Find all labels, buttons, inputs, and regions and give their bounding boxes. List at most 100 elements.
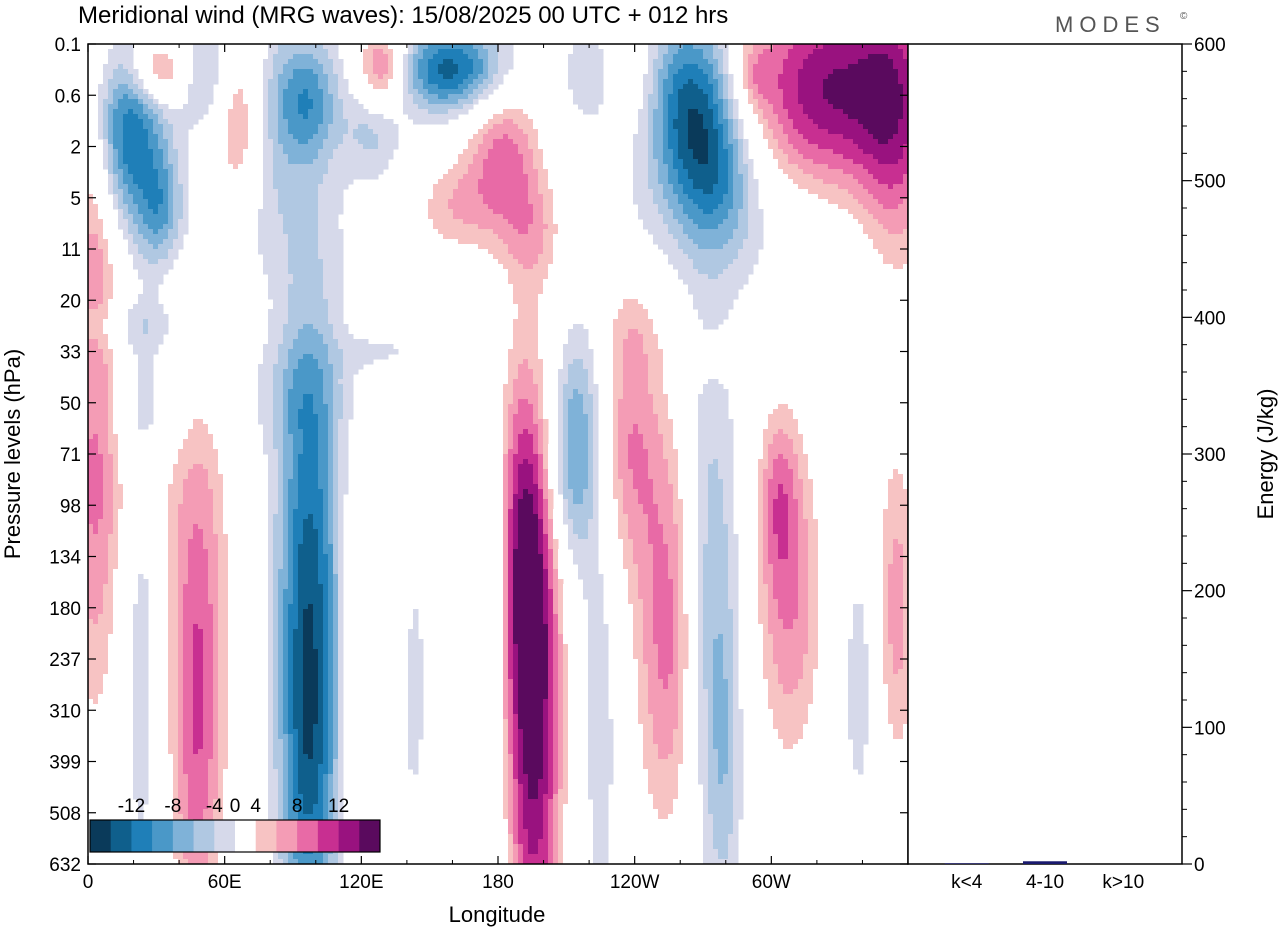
contour-cell bbox=[863, 74, 869, 80]
contour-cell bbox=[903, 209, 909, 215]
contour-cell bbox=[348, 134, 354, 140]
contour-cell bbox=[843, 149, 849, 155]
contour-cell bbox=[303, 164, 309, 170]
contour-cell bbox=[128, 179, 134, 185]
contour-cell bbox=[453, 104, 459, 110]
contour-cell bbox=[573, 44, 579, 50]
contour-cell bbox=[308, 114, 314, 120]
contour-cell bbox=[858, 204, 864, 210]
contour-cell bbox=[173, 114, 179, 120]
contour-cell bbox=[783, 129, 789, 135]
contour-cell bbox=[813, 104, 819, 110]
contour-cell bbox=[718, 224, 724, 230]
contour-cell bbox=[693, 159, 699, 165]
contour-cell bbox=[663, 194, 669, 200]
contour-cell bbox=[508, 59, 514, 65]
contour-cell bbox=[863, 244, 869, 250]
contour-cell bbox=[873, 64, 879, 70]
contour-cell bbox=[88, 174, 94, 180]
contour-cell bbox=[303, 94, 309, 100]
contour-cell bbox=[888, 154, 894, 160]
contour-cell bbox=[693, 194, 699, 200]
contour-cell bbox=[878, 139, 884, 145]
contour-cell bbox=[653, 234, 659, 240]
contour-cell bbox=[543, 184, 549, 190]
contour-cell bbox=[268, 249, 274, 255]
contour-cell bbox=[173, 154, 179, 160]
contour-cell bbox=[728, 129, 734, 135]
contour-cell bbox=[693, 114, 699, 120]
contour-cell bbox=[793, 124, 799, 130]
contour-cell bbox=[298, 89, 304, 95]
contour-cell bbox=[553, 204, 559, 210]
contour-cell bbox=[853, 64, 859, 70]
contour-cell bbox=[448, 234, 454, 240]
contour-cell bbox=[893, 149, 899, 155]
contour-cell bbox=[393, 134, 399, 140]
contour-cell bbox=[98, 219, 104, 225]
contour-cell bbox=[543, 214, 549, 220]
contour-cell bbox=[743, 244, 749, 250]
contour-cell bbox=[463, 194, 469, 200]
contour-cell bbox=[133, 229, 139, 235]
contour-cell bbox=[858, 234, 864, 240]
contour-cell bbox=[128, 59, 134, 65]
contour-cell bbox=[93, 229, 99, 235]
contour-cell bbox=[663, 124, 669, 130]
contour-cell bbox=[663, 204, 669, 210]
contour-cell bbox=[543, 144, 549, 150]
contour-cell bbox=[268, 254, 274, 260]
contour-cell bbox=[128, 194, 134, 200]
contour-cell bbox=[658, 159, 664, 165]
contour-cell bbox=[828, 214, 834, 220]
contour-cell bbox=[293, 229, 299, 235]
contour-cell bbox=[353, 164, 359, 170]
contour-cell bbox=[803, 204, 809, 210]
contour-cell bbox=[273, 164, 279, 170]
contour-cell bbox=[288, 94, 294, 100]
contour-cell bbox=[523, 99, 529, 105]
contour-cell bbox=[158, 249, 164, 255]
contour-cell bbox=[88, 234, 94, 240]
contour-cell bbox=[278, 74, 284, 80]
contour-cell bbox=[633, 159, 639, 165]
contour-cell bbox=[643, 169, 649, 175]
contour-cell bbox=[413, 114, 419, 120]
contour-cell bbox=[463, 69, 469, 75]
contour-cell bbox=[423, 109, 429, 115]
contour-cell bbox=[683, 109, 689, 115]
contour-cell bbox=[648, 159, 654, 165]
contour-cell bbox=[563, 234, 569, 240]
contour-cell bbox=[853, 159, 859, 165]
contour-cell bbox=[453, 244, 459, 250]
contour-cell bbox=[668, 154, 674, 160]
contour-cell bbox=[783, 119, 789, 125]
contour-cell bbox=[558, 219, 564, 225]
contour-cell bbox=[138, 189, 144, 195]
contour-cell bbox=[333, 214, 339, 220]
contour-cell bbox=[508, 114, 514, 120]
contour-cell bbox=[463, 229, 469, 235]
contour-cell bbox=[733, 204, 739, 210]
contour-cell bbox=[673, 129, 679, 135]
contour-cell bbox=[333, 94, 339, 100]
contour-cell bbox=[903, 114, 909, 120]
contour-cell bbox=[328, 209, 334, 215]
contour-cell bbox=[513, 109, 519, 115]
contour-cell bbox=[328, 104, 334, 110]
contour-cell bbox=[263, 164, 269, 170]
contour-cell bbox=[208, 99, 214, 105]
contour-cell bbox=[93, 239, 99, 245]
contour-cell bbox=[108, 79, 114, 85]
contour-cell bbox=[698, 239, 704, 245]
contour-cell bbox=[503, 144, 509, 150]
contour-cell bbox=[713, 99, 719, 105]
contour-cell bbox=[448, 204, 454, 210]
contour-cell bbox=[88, 254, 94, 260]
contour-cell bbox=[143, 239, 149, 245]
contour-cell bbox=[653, 59, 659, 65]
contour-cell bbox=[238, 134, 244, 140]
contour-cell bbox=[263, 214, 269, 220]
contour-cell bbox=[158, 139, 164, 145]
contour-cell bbox=[763, 84, 769, 90]
